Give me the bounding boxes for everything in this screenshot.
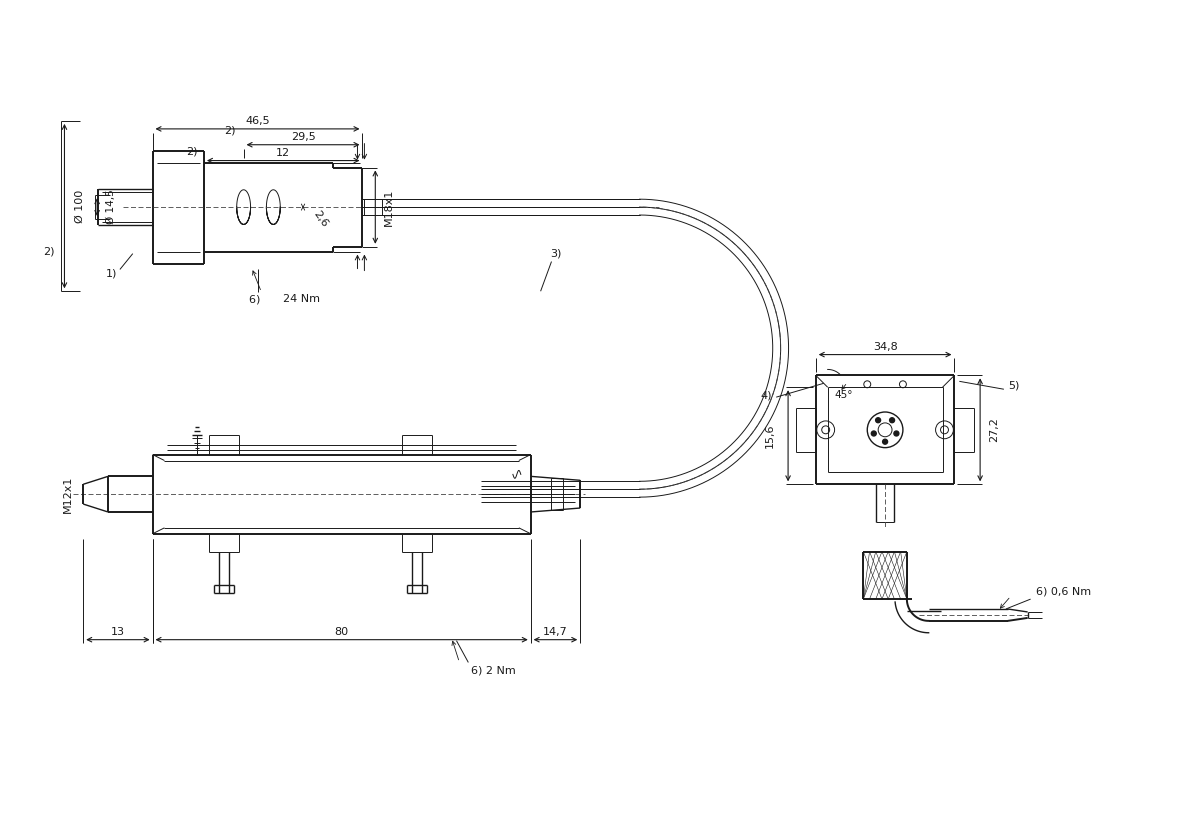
Text: 4): 4)	[761, 390, 772, 400]
Text: 13: 13	[110, 627, 125, 637]
Text: Ø 100: Ø 100	[74, 190, 84, 223]
Text: 12: 12	[276, 148, 290, 158]
Text: 34,8: 34,8	[872, 342, 898, 351]
Text: 45°: 45°	[834, 390, 853, 400]
Text: 3): 3)	[550, 248, 562, 258]
Text: 2,6: 2,6	[312, 209, 330, 229]
Text: 24 Nm: 24 Nm	[283, 295, 320, 304]
Text: M12x1: M12x1	[62, 475, 72, 513]
Text: 6): 6)	[248, 295, 264, 304]
Text: 46,5: 46,5	[245, 116, 270, 126]
Text: 6) 2 Nm: 6) 2 Nm	[472, 666, 516, 676]
Text: 14,7: 14,7	[544, 627, 568, 637]
Text: 2): 2)	[224, 126, 235, 136]
Text: Ø 14,5: Ø 14,5	[106, 190, 116, 224]
Circle shape	[883, 439, 888, 444]
Text: 80: 80	[335, 627, 349, 637]
Circle shape	[871, 431, 876, 436]
Circle shape	[876, 417, 881, 422]
Text: 15,6: 15,6	[766, 423, 775, 448]
Text: 27,2: 27,2	[989, 417, 998, 442]
Text: 2): 2)	[43, 247, 54, 257]
Text: 1): 1)	[107, 268, 118, 278]
Text: M18x1: M18x1	[384, 188, 394, 226]
Text: 29,5: 29,5	[290, 132, 316, 142]
Circle shape	[889, 417, 894, 422]
Circle shape	[894, 431, 899, 436]
Text: 2): 2)	[186, 147, 198, 157]
Text: 6) 0,6 Nm: 6) 0,6 Nm	[1036, 587, 1091, 596]
Text: 5): 5)	[1008, 380, 1020, 390]
